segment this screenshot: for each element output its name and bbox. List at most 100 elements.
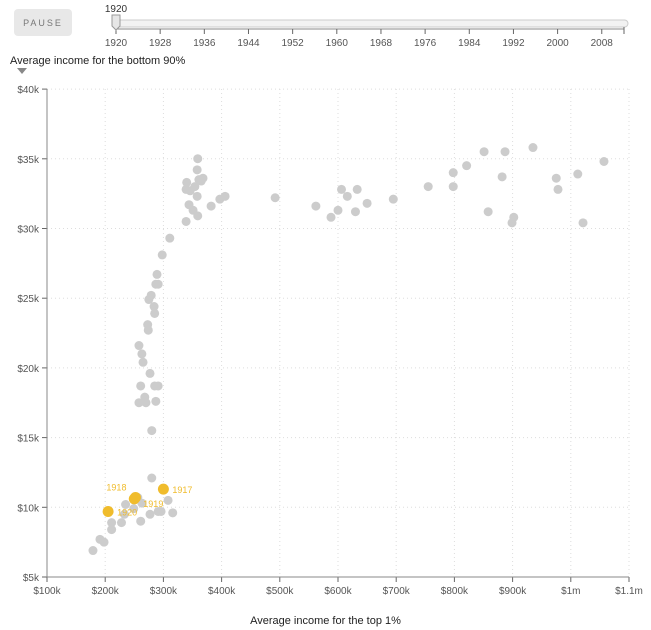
data-point bbox=[388, 194, 398, 204]
x-tick-label: $600k bbox=[324, 586, 352, 597]
data-point bbox=[88, 546, 98, 556]
data-point bbox=[553, 184, 563, 194]
data-point bbox=[462, 161, 472, 171]
data-point bbox=[220, 191, 230, 201]
x-tick-label: $700k bbox=[383, 586, 411, 597]
pause-button[interactable]: PAUSE bbox=[14, 9, 72, 36]
data-point bbox=[146, 290, 156, 300]
data-point bbox=[448, 168, 458, 178]
data-point bbox=[119, 509, 129, 519]
highlighted-point bbox=[102, 505, 114, 517]
data-point bbox=[99, 537, 109, 547]
y-tick-label: $20k bbox=[17, 364, 40, 375]
data-point bbox=[193, 154, 203, 164]
data-point bbox=[479, 147, 489, 157]
data-point bbox=[193, 211, 203, 221]
data-point bbox=[134, 398, 144, 408]
data-point bbox=[509, 212, 519, 222]
data-point bbox=[147, 473, 157, 483]
data-point bbox=[270, 193, 280, 203]
y-tick-label: $5k bbox=[23, 573, 40, 584]
x-tick-label: $200k bbox=[92, 586, 120, 597]
x-tick-label: $1.1m bbox=[615, 586, 643, 597]
y-tick-label: $15k bbox=[17, 434, 40, 445]
data-point bbox=[198, 173, 208, 183]
x-tick-label: $400k bbox=[208, 586, 236, 597]
data-point bbox=[326, 212, 336, 222]
data-point bbox=[311, 201, 321, 211]
slider-tick-label: 1968 bbox=[370, 38, 393, 49]
data-point bbox=[190, 182, 200, 192]
data-point bbox=[145, 509, 155, 519]
slider-tick-label: 1928 bbox=[149, 38, 172, 49]
data-point bbox=[362, 198, 372, 208]
point-year-label: 1918 bbox=[106, 483, 126, 493]
data-point bbox=[157, 250, 167, 260]
data-point bbox=[165, 233, 175, 243]
data-point bbox=[163, 495, 173, 505]
data-point bbox=[192, 165, 202, 175]
data-point bbox=[151, 396, 161, 406]
data-point bbox=[121, 499, 131, 509]
data-point bbox=[138, 357, 148, 367]
data-point bbox=[448, 182, 458, 192]
data-point bbox=[152, 269, 162, 279]
data-point bbox=[192, 191, 202, 201]
slider-tick-label: 1952 bbox=[282, 38, 305, 49]
x-tick-label: $500k bbox=[266, 586, 294, 597]
data-point bbox=[181, 216, 191, 226]
slider-tick-label: 2000 bbox=[546, 38, 569, 49]
data-point bbox=[150, 308, 160, 318]
highlighted-point bbox=[157, 483, 169, 495]
point-year-label: 1920 bbox=[117, 507, 137, 517]
data-point bbox=[497, 172, 507, 182]
x-tick-label: $1m bbox=[561, 586, 580, 597]
slider-tick-label: 1984 bbox=[458, 38, 481, 49]
y-axis-label: Average income for the bottom 90% bbox=[10, 55, 186, 67]
data-point bbox=[129, 504, 139, 514]
slider-tick-label: 1944 bbox=[237, 38, 260, 49]
slider-tick-label: 1992 bbox=[502, 38, 525, 49]
data-point bbox=[153, 279, 163, 289]
data-point bbox=[116, 518, 126, 528]
data-point bbox=[143, 320, 153, 330]
data-point bbox=[137, 349, 147, 359]
y-tick-label: $10k bbox=[17, 503, 40, 514]
data-point bbox=[500, 147, 510, 157]
point-year-label: 1917 bbox=[172, 485, 192, 495]
data-point bbox=[599, 156, 609, 166]
data-point bbox=[134, 341, 144, 351]
data-point bbox=[145, 368, 155, 378]
data-point bbox=[333, 205, 343, 215]
data-point bbox=[350, 207, 360, 217]
y-tick-label: $30k bbox=[17, 225, 40, 236]
data-point bbox=[141, 398, 151, 408]
data-point bbox=[107, 525, 117, 535]
slider-track bbox=[112, 19, 629, 28]
data-point bbox=[136, 381, 146, 391]
slider-tick-label: 1976 bbox=[414, 38, 437, 49]
point-year-label: 1919 bbox=[143, 499, 163, 509]
data-point bbox=[336, 184, 346, 194]
slider-handle[interactable] bbox=[111, 14, 121, 31]
data-point bbox=[136, 516, 146, 526]
data-point bbox=[156, 506, 166, 516]
slider-tick-label: 1920 bbox=[105, 38, 128, 49]
x-tick-label: $300k bbox=[150, 586, 178, 597]
slider-tick-label: 1936 bbox=[193, 38, 216, 49]
data-point bbox=[483, 207, 493, 217]
data-point bbox=[149, 302, 159, 312]
data-point bbox=[168, 508, 178, 518]
data-point bbox=[528, 143, 538, 153]
x-tick-label: $800k bbox=[441, 586, 469, 597]
y-tick-label: $35k bbox=[17, 155, 40, 166]
y-tick-label: $25k bbox=[17, 294, 40, 305]
x-tick-label: $100k bbox=[33, 586, 61, 597]
sort-triangle-icon bbox=[17, 68, 27, 74]
data-point bbox=[423, 182, 433, 192]
data-point bbox=[352, 184, 362, 194]
data-point bbox=[551, 173, 561, 183]
data-point bbox=[573, 169, 583, 179]
highlighted-point bbox=[128, 493, 140, 505]
